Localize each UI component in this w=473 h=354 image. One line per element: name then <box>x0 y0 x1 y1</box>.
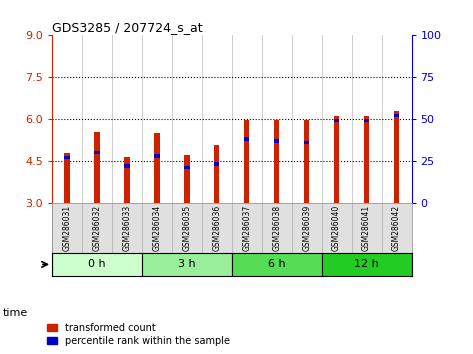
Bar <box>274 139 280 143</box>
Text: GSM286033: GSM286033 <box>123 205 131 251</box>
Text: GSM286036: GSM286036 <box>212 205 221 251</box>
Text: GSM286035: GSM286035 <box>182 205 192 251</box>
Bar <box>244 120 249 202</box>
Text: GSM286040: GSM286040 <box>332 205 341 251</box>
Bar <box>124 164 130 167</box>
Bar <box>142 253 232 276</box>
Bar <box>394 114 399 118</box>
Bar <box>94 132 100 202</box>
Bar <box>364 116 369 202</box>
Text: time: time <box>2 308 27 318</box>
Bar <box>154 133 159 202</box>
Bar <box>214 162 219 166</box>
Bar <box>184 166 190 169</box>
Text: GSM286042: GSM286042 <box>392 205 401 251</box>
Bar <box>94 150 100 154</box>
Bar <box>364 119 369 122</box>
Bar <box>124 158 130 202</box>
Text: GSM286041: GSM286041 <box>362 205 371 251</box>
Bar <box>334 116 339 202</box>
Text: GSM286039: GSM286039 <box>302 205 311 251</box>
Bar <box>154 154 159 158</box>
Text: GSM286037: GSM286037 <box>242 205 251 251</box>
Legend: transformed count, percentile rank within the sample: transformed count, percentile rank withi… <box>47 323 230 346</box>
Text: GSM286038: GSM286038 <box>272 205 281 251</box>
Bar <box>64 153 70 202</box>
Bar <box>304 141 309 144</box>
Bar <box>232 253 322 276</box>
Bar <box>322 253 412 276</box>
Bar <box>394 111 399 202</box>
Bar <box>304 120 309 202</box>
Text: GSM286031: GSM286031 <box>62 205 71 251</box>
Bar <box>184 155 190 202</box>
Text: 6 h: 6 h <box>268 259 286 269</box>
Bar <box>52 253 142 276</box>
Text: 0 h: 0 h <box>88 259 106 269</box>
Bar <box>274 120 280 202</box>
Bar <box>244 137 249 141</box>
Text: 12 h: 12 h <box>354 259 379 269</box>
Text: GDS3285 / 207724_s_at: GDS3285 / 207724_s_at <box>52 21 202 34</box>
Text: GSM286032: GSM286032 <box>92 205 102 251</box>
Bar <box>334 119 339 122</box>
Text: GSM286034: GSM286034 <box>152 205 161 251</box>
Bar <box>214 145 219 202</box>
Bar <box>64 156 70 159</box>
Text: 3 h: 3 h <box>178 259 196 269</box>
